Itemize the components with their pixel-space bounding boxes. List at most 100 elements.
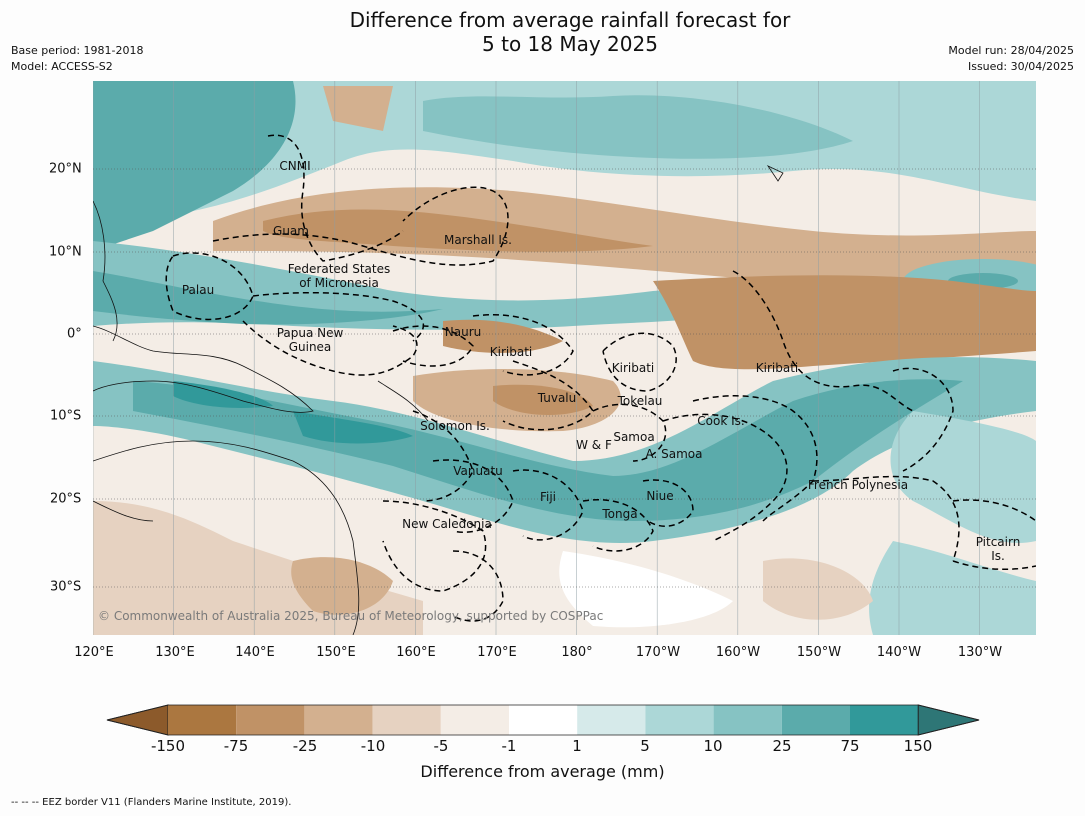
tuvalu-dry-core — [493, 384, 593, 416]
colorbar-label: 5 — [640, 737, 650, 755]
north-dry-core — [263, 209, 653, 252]
eez-png — [242, 320, 418, 376]
label-new-caledonia: New Caledonia — [402, 517, 492, 531]
label-kiribati-central: Kiribati — [611, 361, 655, 375]
label-samoa: Samoa — [613, 430, 655, 444]
colorbar-swatch-high-extend — [917, 704, 980, 736]
lon-label-130w: 130°W — [957, 645, 1003, 660]
colorbar-label: -5 — [433, 737, 449, 755]
label-tokelau: Tokelau — [617, 394, 663, 408]
lon-label-140e: 140°E — [235, 645, 275, 660]
lon-label-150e: 150°E — [316, 645, 356, 660]
meta-left: Base period: 1981-2018 Model: ACCESS-S2 — [11, 43, 143, 75]
lat-label-30s: 30°S — [50, 579, 82, 595]
lat-label-20n: 20°N — [49, 161, 82, 177]
philippines-coast — [93, 200, 118, 342]
colorbar-label: -10 — [360, 737, 386, 755]
colorbar-title: Difference from average (mm) — [420, 762, 665, 781]
nauru-dry-patch — [443, 319, 563, 353]
label-pitcairn: Pitcairn Is. — [976, 535, 1021, 563]
label-palau: Palau — [181, 283, 215, 297]
title-line-2: 5 to 18 May 2025 — [482, 32, 658, 56]
label-fiji: Fiji — [539, 490, 557, 504]
lon-label-150w: 150°W — [796, 645, 842, 660]
lon-label-180: 180° — [561, 645, 593, 660]
label-png-line2: Guinea — [288, 340, 332, 354]
label-solomon-islands: Solomon Is. — [420, 419, 490, 433]
colorbar-label: 75 — [840, 737, 860, 755]
issued-date: Issued: 30/04/2025 — [967, 60, 1074, 73]
label-png-line1: Papua New — [276, 326, 344, 340]
label-tonga: Tonga — [602, 507, 638, 521]
model-run: Model run: 28/04/2025 — [948, 44, 1074, 57]
label-vanuatu: Vanuatu — [453, 464, 503, 478]
eez-cook — [692, 395, 818, 522]
east-south-wet — [890, 411, 1036, 543]
eez-samoa — [662, 413, 788, 542]
australia-coast — [93, 440, 360, 635]
eez-borders — [165, 134, 1036, 622]
lat-label-10s: 10°S — [50, 408, 82, 424]
eez-palau — [165, 252, 254, 321]
colorbar-swatch — [577, 705, 646, 735]
hawaii-coast — [766, 165, 784, 182]
eez-kiribati-w — [472, 314, 574, 376]
label-tuvalu: Tuvalu — [537, 391, 577, 405]
lon-label-160e: 160°E — [396, 645, 436, 660]
label-nauru: Nauru — [444, 325, 482, 339]
north-central-wet — [423, 95, 853, 159]
colorbar — [106, 704, 980, 736]
label-pitcairn-line2: Is. — [991, 549, 1005, 563]
colorbar-label: -1 — [501, 737, 517, 755]
label-cook-islands: Cook Is. — [697, 414, 745, 428]
colorbar-label: 25 — [772, 737, 792, 755]
rainfall-map: CNMI Guam Marshall Is. Federated States … — [93, 81, 1036, 635]
colorbar-label: 1 — [572, 737, 582, 755]
colorbar-swatch — [713, 705, 782, 735]
label-kiribati-east: Kiribati — [755, 361, 799, 375]
colorbar-label: -150 — [150, 737, 186, 755]
north-dry-patch — [323, 86, 393, 131]
lon-label-170w: 170°W — [635, 645, 681, 660]
lat-label-20s: 20°S — [50, 491, 82, 507]
chart-title: Difference from average rainfall forecas… — [0, 8, 1085, 56]
colorbar-outline — [106, 704, 980, 736]
northwest-wet-core — [93, 81, 296, 251]
map-svg — [93, 81, 1036, 635]
eez-cnmi — [267, 134, 404, 262]
lon-label-130e: 130°E — [155, 645, 195, 660]
colorbar-swatch — [236, 705, 305, 735]
colorbar-swatch — [168, 705, 237, 735]
eez-tuvalu — [502, 360, 594, 431]
colorbar-label: 150 — [903, 737, 933, 755]
eez-kiribati-c — [602, 332, 677, 392]
new-guinea-coast — [93, 325, 314, 413]
model-name: Model: ACCESS-S2 — [11, 60, 113, 73]
colorbar-swatch — [509, 705, 578, 735]
southwest-dry-core — [291, 557, 393, 615]
lon-label-120e: 120°E — [74, 645, 114, 660]
meta-right: Model run: 28/04/2025 Issued: 30/04/2025 — [948, 43, 1074, 75]
eez-tonga — [582, 499, 654, 552]
label-fsm-line2: of Micronesia — [299, 276, 379, 290]
latitude-gridlines — [93, 168, 1036, 588]
colorbar-swatch-low-extend — [106, 704, 169, 736]
colorbar-swatch — [645, 705, 714, 735]
colorbar-swatch — [850, 705, 919, 735]
copyright-notice: © Commonwealth of Australia 2025, Bureau… — [98, 609, 604, 623]
colorbar-swatch — [440, 705, 509, 735]
base-period: Base period: 1981-2018 — [11, 44, 144, 57]
lat-label-eq: 0° — [67, 326, 82, 342]
colorbar-swatch — [372, 705, 441, 735]
label-pitcairn-line1: Pitcairn — [975, 535, 1021, 549]
spcz-wet-core — [133, 379, 963, 521]
lat-label-10n: 10°N — [49, 244, 82, 260]
label-marshall-islands: Marshall Is. — [444, 233, 512, 247]
eez-french-polynesia-w — [892, 367, 954, 472]
eez-new-caledonia — [382, 500, 487, 592]
label-fsm-line1: Federated States — [287, 262, 391, 276]
solomon-wet-max — [293, 411, 413, 444]
eez-marshall — [212, 186, 509, 266]
label-fsm: Federated States of Micronesia — [288, 262, 390, 290]
label-wallis-futuna: W & F — [576, 438, 612, 452]
